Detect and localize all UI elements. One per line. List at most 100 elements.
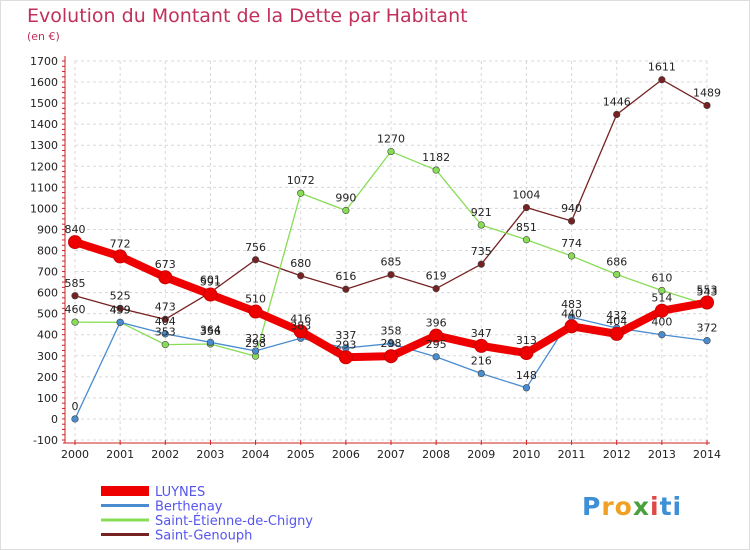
data-point bbox=[71, 415, 79, 423]
logo-letter: i bbox=[650, 492, 660, 521]
y-tick-label: 900 bbox=[37, 223, 58, 236]
x-tick-label: 2011 bbox=[558, 448, 586, 461]
x-tick-label: 2008 bbox=[422, 448, 450, 461]
data-label: 1446 bbox=[603, 95, 631, 108]
y-tick-label: 500 bbox=[37, 308, 58, 321]
data-label: 510 bbox=[245, 293, 266, 306]
data-point bbox=[564, 319, 579, 334]
y-tick-label: 1400 bbox=[30, 118, 58, 131]
data-point bbox=[658, 76, 666, 84]
data-label: 619 bbox=[426, 270, 447, 283]
data-point bbox=[474, 338, 489, 353]
data-label: 323 bbox=[245, 332, 266, 345]
x-tick-label: 2009 bbox=[467, 448, 495, 461]
data-point bbox=[429, 328, 444, 343]
y-tick-label: 300 bbox=[37, 350, 58, 363]
legend-swatch bbox=[101, 518, 149, 522]
data-point bbox=[522, 384, 531, 392]
data-label: 601 bbox=[200, 273, 221, 286]
data-label: 940 bbox=[561, 202, 582, 215]
data-point bbox=[522, 236, 531, 244]
x-tick-label: 2004 bbox=[242, 448, 270, 461]
y-tick-label: 600 bbox=[37, 287, 58, 300]
proxiti-logo: Proxiti bbox=[582, 492, 682, 521]
data-point bbox=[432, 285, 440, 293]
data-point bbox=[116, 304, 124, 313]
x-tick-label: 2002 bbox=[151, 448, 179, 461]
chart-subtitle: (en €) bbox=[27, 30, 60, 43]
data-label: 313 bbox=[516, 334, 537, 347]
data-label: 610 bbox=[651, 272, 672, 285]
data-label: 591 bbox=[200, 276, 221, 289]
data-point bbox=[519, 346, 534, 361]
data-label: 686 bbox=[606, 256, 627, 269]
data-label: 404 bbox=[155, 315, 176, 328]
data-point bbox=[609, 326, 624, 341]
data-label: 680 bbox=[290, 257, 311, 270]
data-point bbox=[113, 249, 128, 264]
y-tick-label: 1100 bbox=[30, 181, 58, 194]
x-tick-label: 2001 bbox=[106, 448, 134, 461]
legend-label: Saint-Genouph bbox=[155, 529, 252, 544]
data-point bbox=[293, 324, 308, 339]
data-point bbox=[203, 287, 218, 302]
data-point bbox=[613, 270, 621, 279]
data-label: 585 bbox=[65, 277, 86, 290]
data-point bbox=[297, 272, 305, 280]
data-label: 293 bbox=[335, 338, 356, 351]
data-point bbox=[567, 252, 576, 260]
data-label: 347 bbox=[471, 327, 492, 340]
logo-letter: t bbox=[659, 492, 673, 521]
data-label: 396 bbox=[426, 317, 447, 330]
y-tick-label: 1300 bbox=[30, 139, 58, 152]
data-label: 756 bbox=[245, 241, 266, 254]
x-tick-label: 2013 bbox=[648, 448, 676, 461]
legend-swatch bbox=[101, 533, 149, 536]
logo-letter: P bbox=[582, 492, 602, 521]
data-point bbox=[71, 318, 79, 326]
data-label: 514 bbox=[651, 292, 672, 305]
data-point bbox=[658, 286, 666, 295]
data-label: 1270 bbox=[377, 133, 405, 146]
data-label: 459 bbox=[110, 303, 131, 316]
data-point bbox=[68, 235, 82, 250]
data-label: 148 bbox=[516, 369, 537, 382]
y-tick-label: 1500 bbox=[30, 97, 58, 110]
data-point bbox=[206, 338, 215, 346]
data-point bbox=[387, 271, 395, 279]
data-point bbox=[567, 217, 576, 225]
data-label: 483 bbox=[561, 298, 582, 311]
y-tick-label: 400 bbox=[37, 329, 58, 342]
y-tick-label: -100 bbox=[33, 434, 58, 447]
y-tick-label: 200 bbox=[37, 371, 58, 384]
x-tick-label: 2005 bbox=[287, 448, 315, 461]
data-point bbox=[432, 166, 440, 174]
logo-letter: r bbox=[601, 492, 615, 521]
x-tick-label: 2014 bbox=[693, 448, 721, 461]
data-label: 404 bbox=[606, 315, 627, 328]
data-point bbox=[161, 330, 169, 338]
x-tick-label: 2006 bbox=[332, 448, 360, 461]
data-label: 543 bbox=[697, 286, 718, 299]
data-point bbox=[342, 285, 350, 293]
legend-swatch bbox=[101, 486, 149, 496]
y-tick-label: 800 bbox=[37, 245, 58, 258]
x-tick-label: 2012 bbox=[603, 448, 631, 461]
data-label: 1611 bbox=[648, 61, 676, 74]
data-point bbox=[432, 353, 440, 361]
data-label: 616 bbox=[335, 270, 356, 283]
data-label: 1004 bbox=[512, 189, 540, 202]
data-label: 216 bbox=[471, 354, 492, 367]
data-point bbox=[116, 318, 124, 326]
legend-swatch bbox=[101, 504, 149, 507]
data-label: 440 bbox=[561, 307, 582, 320]
data-label: 525 bbox=[110, 289, 131, 302]
data-point bbox=[613, 110, 621, 119]
data-label: 295 bbox=[426, 338, 447, 351]
data-label: 735 bbox=[471, 245, 492, 258]
chart-title: Evolution du Montant de la Dette par Hab… bbox=[27, 5, 468, 27]
y-tick-label: 100 bbox=[37, 392, 58, 405]
data-label: 673 bbox=[155, 258, 176, 271]
data-point bbox=[703, 337, 711, 345]
data-label: 990 bbox=[335, 191, 356, 204]
